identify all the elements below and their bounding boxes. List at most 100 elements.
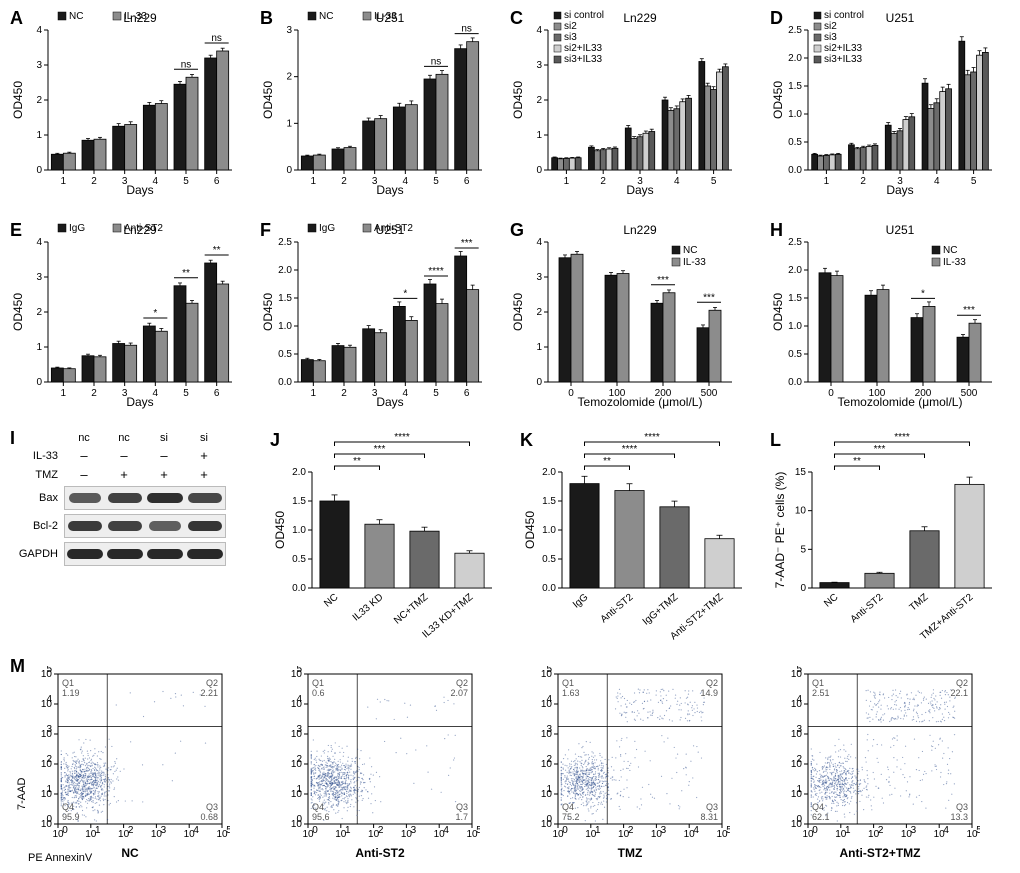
- svg-text:0.68: 0.68: [200, 812, 218, 822]
- svg-text:NC: NC: [69, 11, 83, 22]
- svg-text:Q2: Q2: [206, 678, 218, 688]
- svg-text:8.31: 8.31: [700, 812, 718, 822]
- svg-text:2: 2: [536, 95, 542, 106]
- svg-text:3: 3: [372, 388, 378, 399]
- svg-text:1: 1: [595, 825, 601, 836]
- svg-text:NC: NC: [943, 245, 957, 256]
- flow-plot-3: 100100101101102102103103104104105105Q12.…: [780, 666, 980, 864]
- svg-text:200: 200: [655, 388, 672, 399]
- svg-text:si2+IL33: si2+IL33: [824, 43, 863, 54]
- svg-text:0.0: 0.0: [788, 377, 802, 388]
- svg-text:****: ****: [644, 432, 660, 443]
- svg-text:1.0: 1.0: [542, 525, 556, 536]
- svg-text:4: 4: [36, 237, 42, 248]
- svg-text:5: 5: [226, 825, 230, 836]
- svg-text:0.5: 0.5: [788, 137, 802, 148]
- svg-text:1.19: 1.19: [62, 688, 80, 698]
- svg-text:5: 5: [433, 176, 439, 187]
- svg-text:0.5: 0.5: [788, 349, 802, 360]
- svg-text:1: 1: [36, 342, 42, 353]
- svg-text:NC: NC: [322, 592, 340, 610]
- svg-text:2: 2: [860, 176, 866, 187]
- svg-text:***: ***: [874, 444, 886, 455]
- svg-text:4: 4: [943, 825, 949, 836]
- svg-text:OD450: OD450: [273, 511, 287, 549]
- svg-text:**: **: [853, 456, 861, 467]
- svg-text:IgG: IgG: [571, 592, 591, 611]
- svg-text:2.21: 2.21: [200, 688, 218, 698]
- svg-text:15: 15: [795, 467, 807, 478]
- svg-text:4: 4: [796, 694, 802, 705]
- svg-text:Q2: Q2: [456, 678, 468, 688]
- svg-text:0.5: 0.5: [292, 554, 306, 565]
- svg-text:1.0: 1.0: [788, 109, 802, 120]
- svg-text:4: 4: [153, 388, 159, 399]
- svg-text:7-AAD⁻ PE⁺ cells (%): 7-AAD⁻ PE⁺ cells (%): [773, 472, 787, 589]
- svg-text:1.7: 1.7: [455, 812, 468, 822]
- svg-text:1.0: 1.0: [788, 321, 802, 332]
- svg-text:OD450: OD450: [771, 293, 785, 331]
- chart-A: Ln22901234OD450Days123456nsnsNCIL-33: [10, 8, 240, 198]
- svg-text:3: 3: [36, 272, 42, 283]
- svg-text:NC+TMZ: NC+TMZ: [392, 592, 430, 627]
- svg-text:2: 2: [36, 307, 42, 318]
- svg-text:****: ****: [394, 432, 410, 443]
- svg-text:NC: NC: [683, 245, 697, 256]
- svg-text:0: 0: [796, 814, 802, 825]
- svg-text:OD450: OD450: [261, 81, 275, 119]
- svg-text:0: 0: [800, 583, 806, 594]
- svg-text:Days: Days: [376, 183, 403, 197]
- svg-text:1.63: 1.63: [562, 688, 580, 698]
- svg-text:2.0: 2.0: [788, 53, 802, 64]
- svg-text:4: 4: [403, 176, 409, 187]
- svg-text:Temozolomide (μmol/L): Temozolomide (μmol/L): [838, 395, 963, 409]
- svg-text:0: 0: [36, 165, 42, 176]
- svg-text:0: 0: [286, 165, 292, 176]
- svg-text:0.5: 0.5: [542, 554, 556, 565]
- svg-text:1.0: 1.0: [292, 525, 306, 536]
- svg-text:0: 0: [562, 825, 568, 836]
- svg-text:3: 3: [296, 724, 302, 735]
- svg-text:Anti-ST2: Anti-ST2: [374, 223, 413, 234]
- svg-text:5: 5: [183, 176, 189, 187]
- svg-text:0: 0: [536, 165, 542, 176]
- svg-text:2.0: 2.0: [292, 467, 306, 478]
- svg-text:1: 1: [311, 388, 317, 399]
- svg-text:2.0: 2.0: [788, 265, 802, 276]
- svg-text:4: 4: [403, 388, 409, 399]
- svg-text:Ln229: Ln229: [623, 11, 657, 25]
- svg-text:si3: si3: [824, 32, 837, 43]
- svg-text:si2+IL33: si2+IL33: [564, 43, 603, 54]
- svg-text:3: 3: [286, 25, 292, 36]
- svg-text:si2: si2: [564, 21, 577, 32]
- svg-text:4: 4: [153, 176, 159, 187]
- svg-text:1: 1: [36, 130, 42, 141]
- svg-text:Anti-ST2: Anti-ST2: [124, 223, 163, 234]
- svg-text:1: 1: [824, 176, 830, 187]
- svg-text:***: ***: [374, 444, 386, 455]
- svg-text:NC: NC: [822, 592, 840, 610]
- svg-text:Q1: Q1: [312, 678, 324, 688]
- svg-text:Q1: Q1: [62, 678, 74, 688]
- chart-D: U2510.00.51.01.52.02.5OD450Days12345si c…: [770, 8, 1000, 198]
- svg-text:**: **: [353, 456, 361, 467]
- svg-text:5: 5: [183, 388, 189, 399]
- svg-text:1: 1: [845, 825, 851, 836]
- svg-text:*: *: [403, 288, 407, 299]
- svg-text:***: ***: [703, 292, 715, 303]
- chart-C: Ln22901234OD450Days12345si controlsi2si3…: [510, 8, 740, 198]
- svg-text:OD450: OD450: [261, 293, 275, 331]
- svg-text:1: 1: [546, 784, 552, 795]
- chart-L: 0510157-AAD⁻ PE⁺ cells (%)NCAnti-ST2TMZT…: [770, 432, 1000, 642]
- svg-text:2.5: 2.5: [788, 237, 802, 248]
- svg-text:ns: ns: [181, 59, 192, 70]
- svg-text:Q4: Q4: [562, 802, 574, 812]
- svg-text:2.5: 2.5: [278, 237, 292, 248]
- chart-J: 0.00.51.01.52.0OD450NCIL33 KDNC+TMZIL33 …: [270, 432, 500, 642]
- svg-text:2: 2: [91, 176, 97, 187]
- svg-text:4: 4: [546, 694, 552, 705]
- svg-text:****: ****: [428, 266, 444, 277]
- svg-text:0: 0: [546, 814, 552, 825]
- flow-plot-2: 100100101101102102103103104104105105Q11.…: [530, 666, 730, 864]
- svg-text:0.0: 0.0: [278, 377, 292, 388]
